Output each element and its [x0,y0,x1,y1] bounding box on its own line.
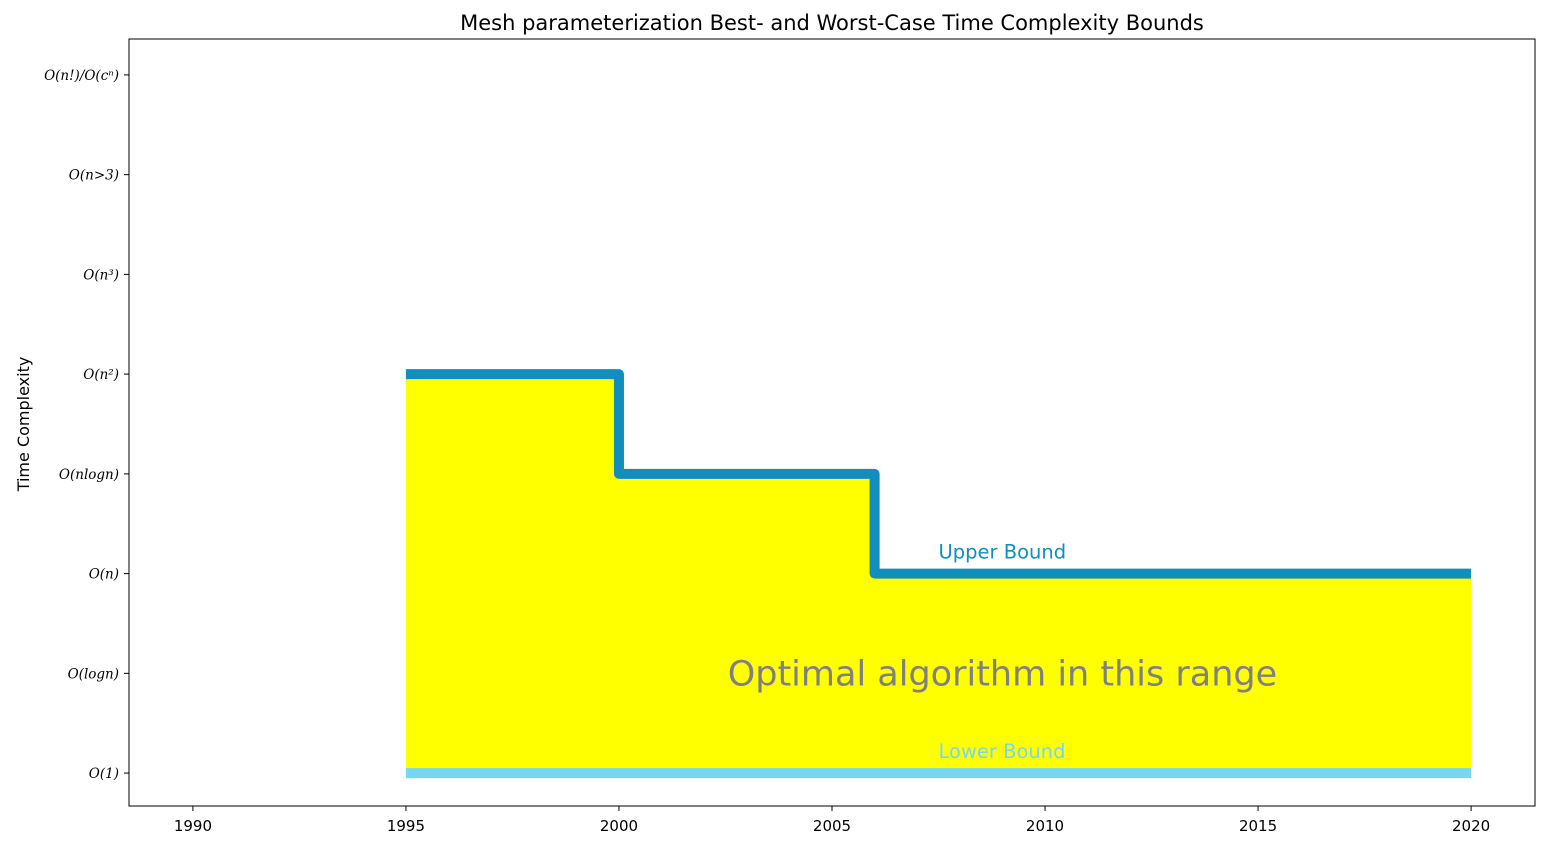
x-tick-label: 2005 [813,817,851,835]
series-lines-layer [405,369,1472,779]
y-tick-label: O(n) [89,567,119,583]
x-tick-label: 2000 [600,817,638,835]
annotations-layer: Upper Bound Lower Bound Optimal algorithm … [728,541,1277,763]
x-tick-label: 2020 [1452,817,1490,835]
y-tick-label: O(n>3) [69,168,119,184]
upper-bound-label: Upper Bound [939,541,1067,564]
y-tick-label: O(nlogn) [59,467,119,483]
optimal-range-note: Optimal algorithm in this range [728,654,1277,694]
x-tick-label: 2010 [1026,817,1064,835]
y-tick-label: O(n!)/O(cⁿ) [44,68,119,84]
lower-bound-label: Lower Bound [939,740,1066,763]
x-tick-label: 1990 [174,817,212,835]
y-tick-label: O(1) [89,766,119,782]
x-tick-label: 2015 [1239,817,1277,835]
y-tick-label: O(logn) [68,666,119,682]
chart-title: Mesh parameterization Best- and Worst-Ca… [460,11,1204,35]
upper-bound-line [405,369,1472,579]
y-axis-label: Time Complexity [14,357,33,493]
x-axis-ticks: 1990 1995 2000 2005 2010 2015 2020 [174,806,1490,835]
y-tick-label: O(n³) [83,267,119,283]
y-tick-label: O(n²) [83,367,119,383]
x-tick-label: 1995 [387,817,425,835]
y-axis-ticks: O(1) O(logn) O(n) O(nlogn) O(n²) O(n³) O(n>3) O… [44,68,129,782]
